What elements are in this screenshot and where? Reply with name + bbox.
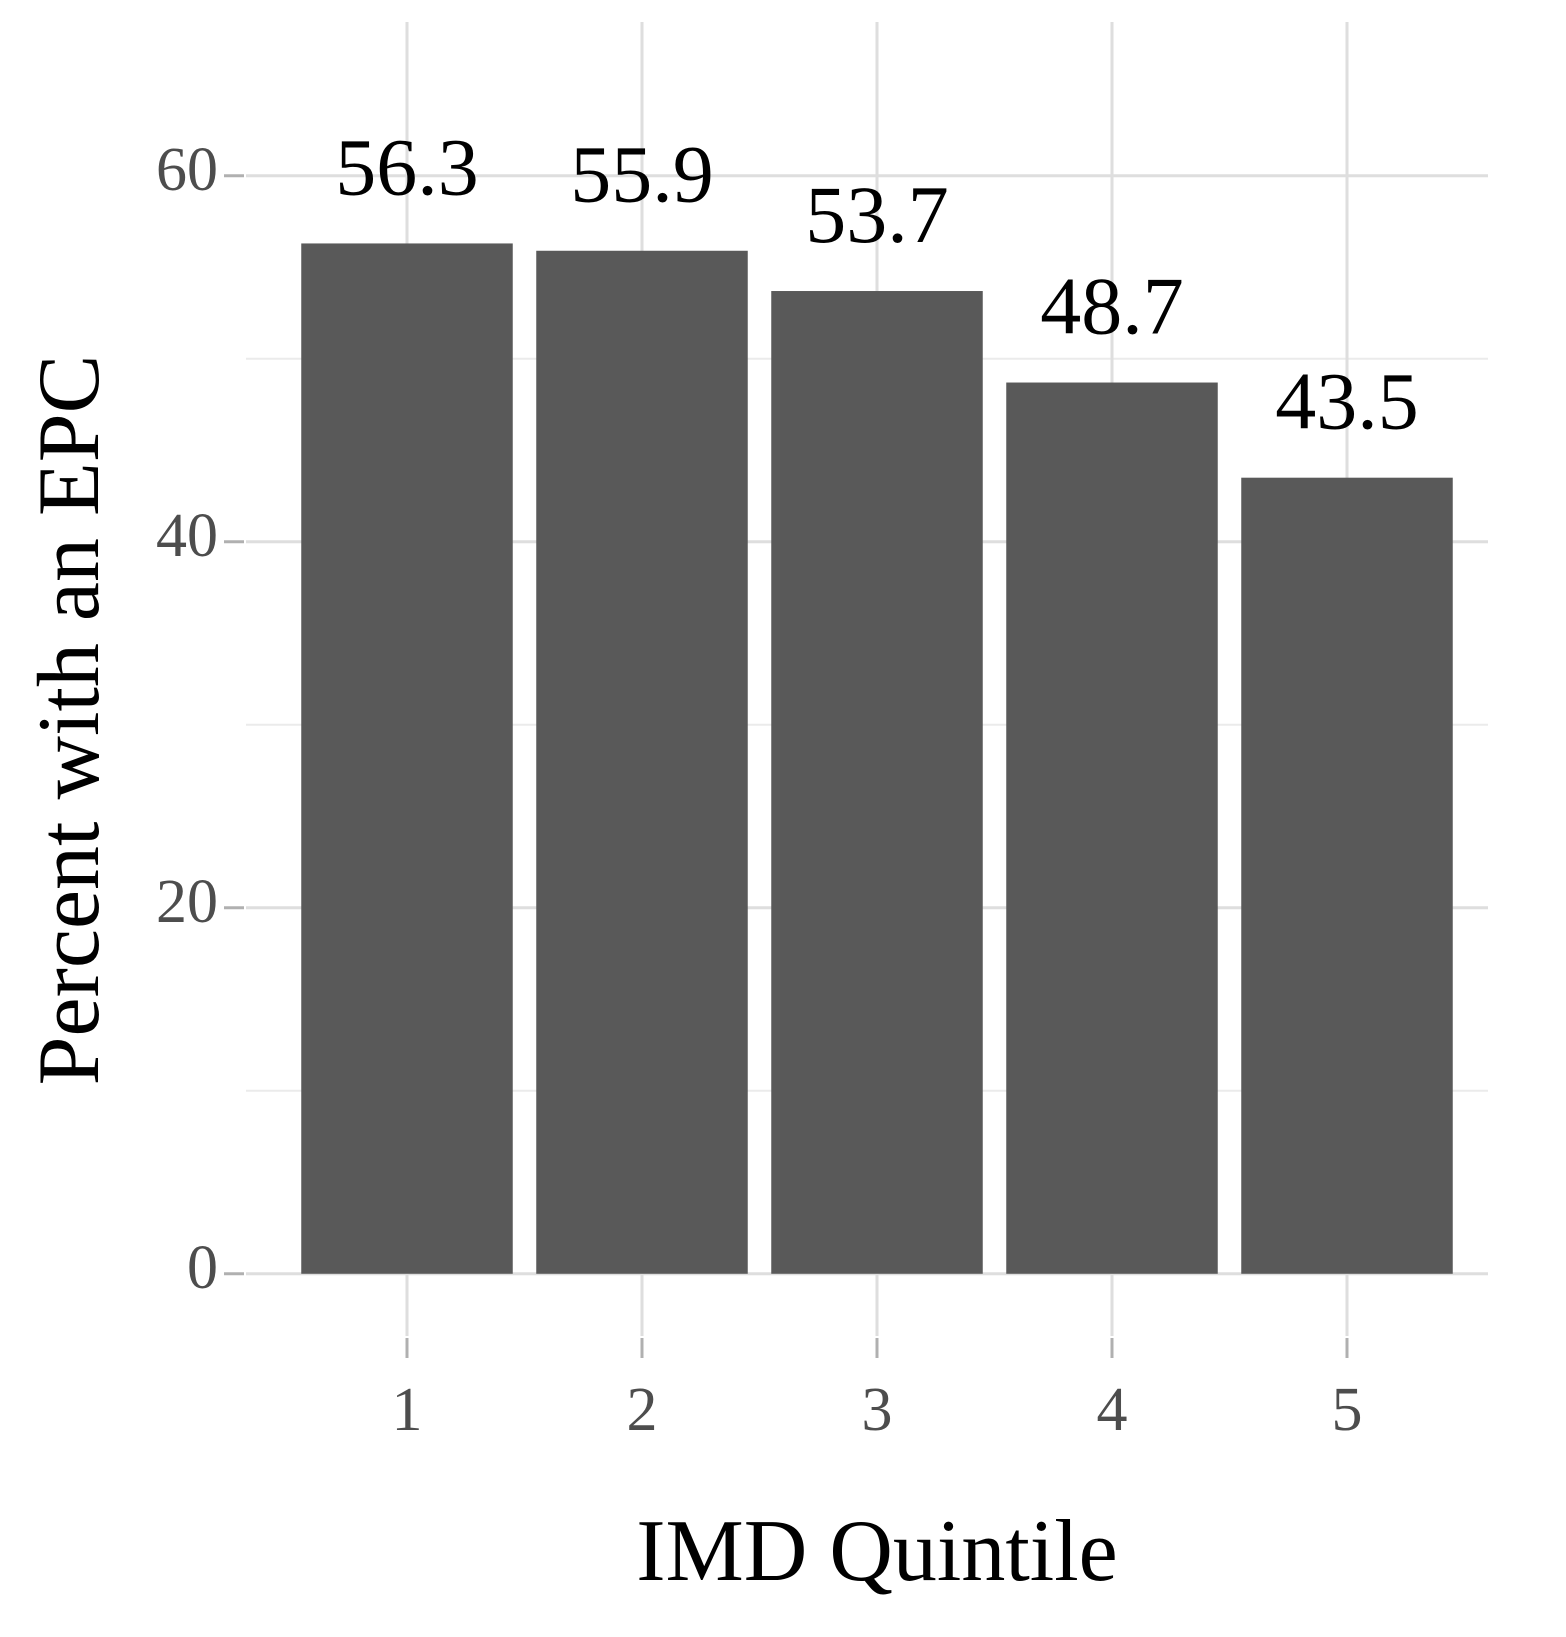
bar bbox=[771, 291, 983, 1274]
value-label: 43.5 bbox=[1275, 356, 1419, 447]
bar bbox=[301, 243, 513, 1274]
y-tick-label: 0 bbox=[187, 1234, 218, 1302]
x-tick-label: 3 bbox=[862, 1376, 893, 1444]
bar bbox=[1006, 382, 1218, 1274]
value-label: 53.7 bbox=[805, 169, 949, 260]
value-label: 48.7 bbox=[1040, 260, 1184, 351]
y-tick-label: 40 bbox=[156, 502, 218, 570]
bar bbox=[536, 250, 748, 1274]
y-tick-label: 60 bbox=[156, 136, 218, 204]
value-label: 55.9 bbox=[570, 129, 714, 220]
y-tick-label: 20 bbox=[156, 868, 218, 936]
x-tick-label: 1 bbox=[392, 1376, 423, 1444]
x-tick-label: 4 bbox=[1097, 1376, 1128, 1444]
y-axis-title: Percent with an EPC bbox=[21, 355, 118, 1086]
x-tick-label: 2 bbox=[627, 1376, 658, 1444]
x-axis-title: IMD Quintile bbox=[636, 1503, 1118, 1600]
x-tick-label: 5 bbox=[1332, 1376, 1363, 1444]
bar bbox=[1241, 477, 1453, 1274]
value-label: 56.3 bbox=[335, 121, 479, 212]
